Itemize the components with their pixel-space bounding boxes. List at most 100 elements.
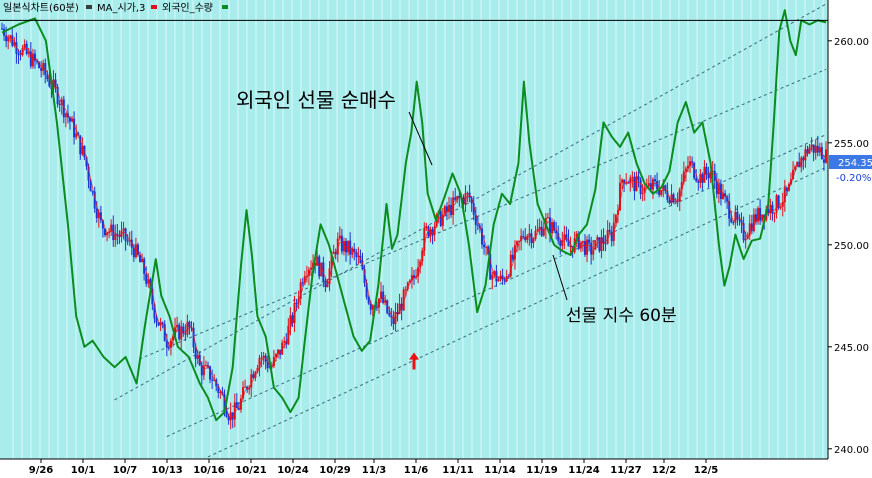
x-tick-label: 11/3: [362, 465, 387, 476]
candle-body: [11, 35, 14, 46]
candle-body: [730, 218, 733, 223]
candle-body: [176, 324, 179, 328]
candle-body: [553, 222, 556, 231]
candle-body: [277, 349, 280, 355]
candle-body: [794, 166, 797, 170]
candle-body: [81, 145, 84, 155]
candle-body: [672, 194, 675, 203]
candle-body: [194, 347, 197, 359]
legend-label-ma: MA_시가,3: [97, 2, 145, 14]
candle-body: [678, 189, 681, 202]
candle-body: [759, 208, 762, 221]
candle-body: [602, 237, 605, 244]
candle-body: [491, 274, 494, 280]
candle-body: [291, 315, 294, 324]
x-tick-label: 10/29: [319, 465, 351, 476]
candle-body: [223, 394, 226, 412]
candle-body: [161, 322, 164, 325]
candle-body: [347, 240, 350, 253]
y-tick-label: 250.00: [834, 241, 869, 252]
candle-body: [353, 248, 356, 253]
x-tick-label: 10/21: [235, 465, 267, 476]
candle-body: [633, 176, 636, 192]
up-arrow-marker: [409, 352, 419, 370]
candle-body: [93, 191, 96, 209]
candle-body: [662, 185, 665, 191]
candle-body: [631, 176, 634, 178]
candle-body: [58, 104, 61, 106]
candle-body: [654, 179, 657, 182]
candle-body: [814, 145, 817, 153]
candle-body: [289, 315, 292, 326]
candle-body: [497, 279, 500, 282]
candle-body: [619, 182, 621, 211]
candle-body: [783, 187, 786, 203]
annotation-foreign-pointer: [408, 111, 433, 166]
candle-body: [139, 254, 142, 263]
candle-body: [557, 233, 560, 241]
candle-body: [75, 133, 78, 138]
candle-body: [295, 302, 298, 304]
candle-body: [171, 336, 174, 341]
candle-body: [722, 193, 724, 199]
candle-body: [355, 252, 358, 257]
candle-body: [27, 51, 30, 54]
candle-body: [534, 230, 537, 239]
candle-body: [532, 238, 535, 243]
candle-body: [641, 192, 644, 194]
candle-body: [211, 379, 214, 381]
candle-body: [816, 145, 819, 153]
candle-body: [31, 53, 34, 67]
candle-body: [237, 408, 240, 410]
candle-body: [167, 347, 170, 349]
candle-body: [310, 267, 312, 270]
current-price-label: 254.35: [838, 158, 872, 169]
candle-body: [134, 244, 137, 258]
candle-body: [697, 181, 700, 183]
y-axis-ticks: 240.00 245.00 250.00 255.00 260.00: [828, 37, 869, 456]
candle-body: [511, 254, 514, 260]
vertical-grid: [12, 0, 824, 459]
candle-body: [62, 99, 65, 118]
candle-body: [561, 240, 564, 246]
candle-body: [792, 169, 795, 180]
candle-body: [79, 135, 82, 155]
candle-body: [320, 262, 323, 277]
candle-body: [110, 224, 113, 232]
candle-body: [182, 326, 185, 334]
candle-body: [382, 291, 385, 303]
candle-body: [825, 149, 827, 163]
candle-body: [48, 79, 51, 87]
candle-body: [656, 181, 659, 190]
candle-body: [565, 234, 568, 240]
candle-body: [287, 325, 290, 345]
candle-body: [404, 289, 407, 291]
candle-body: [546, 217, 549, 219]
candle-body: [555, 230, 558, 234]
candle-body: [691, 161, 694, 163]
candle-body: [777, 195, 780, 208]
x-tick-label: 10/13: [151, 465, 183, 476]
candle-body: [250, 374, 253, 388]
foreign-volume-series: [1, 9, 827, 422]
candle-body: [174, 327, 177, 337]
candle-body: [695, 178, 698, 182]
candle-body: [126, 240, 129, 242]
candle-body: [200, 365, 203, 376]
candle-body: [64, 113, 67, 118]
candle-body: [551, 222, 554, 234]
candle-body: [429, 229, 432, 237]
candle-body: [666, 191, 669, 200]
candlestick-series: [1, 22, 827, 430]
x-tick-label: 11/27: [610, 465, 642, 476]
x-tick-label: 11/6: [404, 465, 429, 476]
candle-body: [402, 289, 405, 311]
candle-body: [190, 327, 193, 329]
candle-body: [522, 235, 525, 237]
candle-body: [38, 62, 41, 69]
candle-body: [431, 229, 434, 235]
channel-line: [114, 3, 827, 401]
candle-body: [621, 179, 624, 183]
candle-body: [256, 368, 259, 373]
x-tick-label: 10/1: [71, 465, 96, 476]
